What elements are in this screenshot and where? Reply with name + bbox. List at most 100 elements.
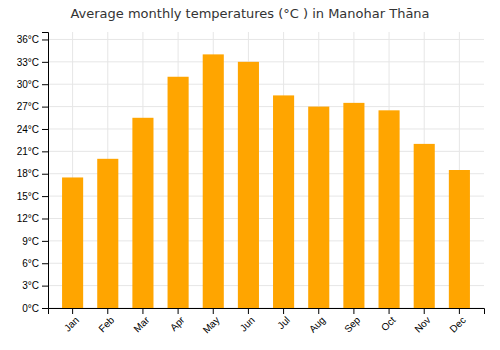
x-tick: Aug [307, 308, 327, 335]
y-tick: 9°C [22, 236, 48, 247]
y-tick: 0°C [22, 303, 48, 314]
y-tick-label: 3°C [22, 280, 39, 291]
x-tick-label: Dec [448, 314, 468, 334]
bar [62, 177, 83, 308]
y-tick-label: 36°C [17, 34, 39, 45]
y-tick: 24°C [17, 124, 48, 135]
y-tick-mark [42, 151, 48, 152]
x-tick-mark [424, 308, 425, 314]
y-tick: 30°C [17, 79, 48, 90]
bar [308, 107, 329, 308]
x-tick-mark [389, 308, 390, 314]
y-tick-label: 18°C [17, 168, 39, 179]
x-tick-mark [72, 308, 73, 314]
x-tick-label: Feb [96, 314, 116, 334]
chart: Average monthly temperatures (°C ) in Ma… [0, 0, 500, 350]
x-tick: Apr [168, 308, 187, 333]
y-tick-mark [42, 286, 48, 287]
x-tick: Feb [96, 308, 116, 334]
x-axis-line [49, 309, 485, 315]
bar [132, 118, 153, 308]
y-axis: 0°C 3°C 6°C 9°C 12°C 15°C 18°C 21°C 24°C 27°C 30°C… [17, 33, 49, 314]
bar [168, 77, 189, 308]
x-tick-mark [318, 308, 319, 314]
x-tick: Jun [238, 308, 257, 334]
x-tick-label: Mar [131, 314, 151, 334]
y-tick: 27°C [17, 101, 48, 112]
y-tick: 33°C [17, 57, 48, 68]
y-tick-mark [42, 62, 48, 63]
y-tick-mark [42, 218, 48, 219]
y-tick-label: 0°C [22, 303, 39, 314]
x-tick: Jul [275, 308, 292, 331]
y-tick: 18°C [17, 168, 48, 179]
bar [414, 144, 435, 308]
bar [449, 170, 470, 308]
x-tick: Oct [379, 308, 398, 333]
x-tick-label: Sep [342, 314, 363, 335]
x-tick-label: May [201, 314, 222, 335]
x-tick-mark [353, 308, 354, 314]
x-tick-label: Jul [275, 314, 292, 331]
x-tick-mark [283, 308, 284, 314]
bar [97, 159, 118, 308]
y-tick: 36°C [17, 34, 48, 45]
x-tick-label: Jan [62, 314, 81, 333]
y-tick-mark [42, 39, 48, 40]
x-tick-mark [178, 308, 179, 314]
y-axis-line [42, 33, 49, 309]
y-tick-mark [42, 196, 48, 197]
x-axis: Jan Feb Mar Apr May Jun Jul Aug Sep Oct Nov Dec [49, 308, 485, 336]
grid [48, 32, 484, 308]
y-tick: 21°C [17, 146, 48, 157]
grid-line [48, 39, 484, 40]
x-tick-mark [142, 308, 143, 314]
x-tick-mark [248, 308, 249, 314]
y-tick: 12°C [17, 213, 48, 224]
y-tick: 15°C [17, 191, 48, 202]
y-tick-label: 27°C [17, 101, 39, 112]
x-tick: Mar [131, 308, 151, 334]
y-tick-label: 30°C [17, 79, 39, 90]
y-tick-mark [42, 174, 48, 175]
x-tick: May [201, 308, 222, 336]
y-tick-label: 6°C [22, 258, 39, 269]
x-tick: Nov [412, 308, 432, 335]
y-tick: 6°C [22, 258, 48, 269]
x-tick-mark [107, 308, 108, 314]
x-tick-label: Aug [307, 314, 327, 334]
y-tick-label: 9°C [22, 236, 39, 247]
y-tick-mark [42, 308, 48, 309]
y-tick-mark [42, 241, 48, 242]
title: Average monthly temperatures (°C ) in Ma… [70, 6, 429, 21]
bar [203, 54, 224, 308]
x-tick-label: Nov [412, 314, 432, 334]
x-tick: Jan [62, 308, 81, 334]
grid-line [48, 84, 484, 85]
y-tick-label: 12°C [17, 213, 39, 224]
x-tick-label: Apr [168, 314, 187, 333]
y-tick-label: 33°C [17, 57, 39, 68]
grid-line [48, 106, 484, 107]
bar [273, 95, 294, 308]
y-tick-label: 24°C [17, 124, 39, 135]
x-tick-mark [213, 308, 214, 314]
y-tick-label: 21°C [17, 146, 39, 157]
x-tick: Sep [342, 308, 363, 335]
grid-line [48, 128, 484, 129]
bars [62, 54, 470, 308]
y-tick-mark [42, 84, 48, 85]
y-tick-mark [42, 263, 48, 264]
bar [343, 103, 364, 308]
y-tick: 3°C [22, 280, 48, 291]
bar [238, 62, 259, 308]
plot: 0°C 3°C 6°C 9°C 12°C 15°C 18°C 21°C 24°C 27°C 30°C… [17, 32, 485, 336]
x-tick-mark [459, 308, 460, 314]
bar [379, 110, 400, 308]
grid-line [48, 61, 484, 62]
y-tick-mark [42, 107, 48, 108]
x-tick-label: Oct [379, 314, 398, 333]
y-tick-label: 15°C [17, 191, 39, 202]
x-tick-label: Jun [238, 314, 257, 333]
x-tick: Dec [448, 308, 468, 335]
